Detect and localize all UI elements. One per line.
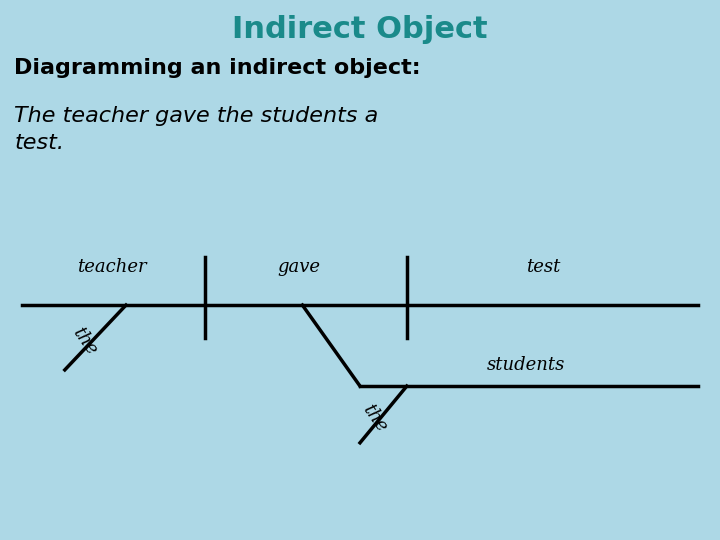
- Text: Indirect Object: Indirect Object: [232, 15, 488, 44]
- Text: the: the: [69, 324, 101, 359]
- Text: test: test: [526, 258, 561, 276]
- Text: Diagramming an indirect object:: Diagramming an indirect object:: [14, 57, 421, 78]
- Text: The teacher gave the students a
test.: The teacher gave the students a test.: [14, 106, 379, 153]
- Text: the: the: [359, 401, 390, 436]
- Text: teacher: teacher: [77, 258, 146, 276]
- Text: students: students: [487, 355, 564, 374]
- Text: gave: gave: [277, 258, 320, 276]
